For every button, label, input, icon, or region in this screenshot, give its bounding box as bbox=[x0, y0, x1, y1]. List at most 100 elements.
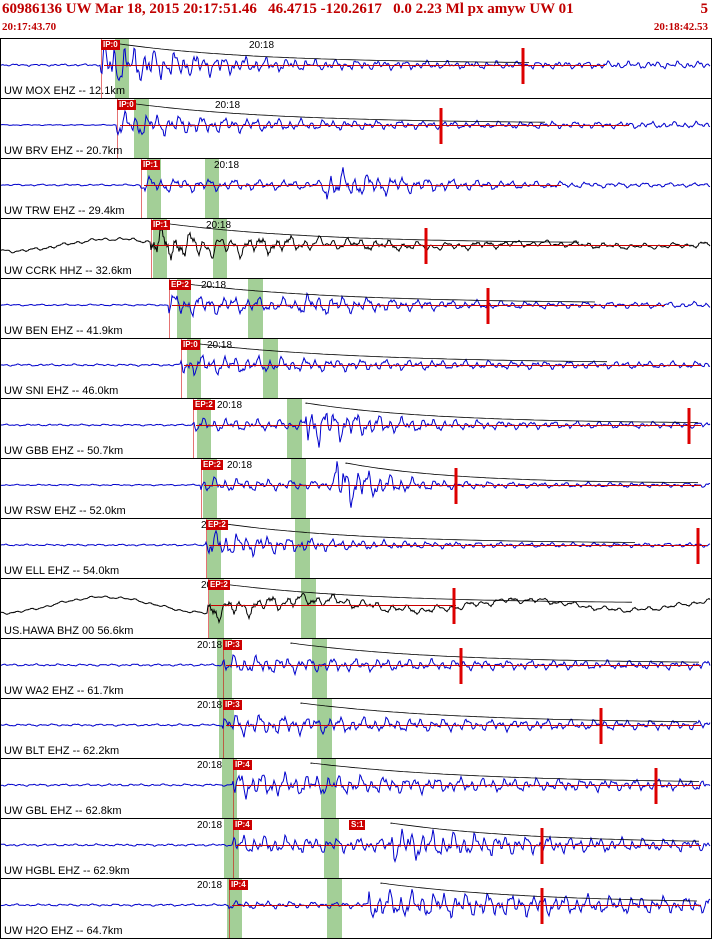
s-window-bar bbox=[207, 519, 221, 578]
s-window-bar bbox=[205, 159, 219, 218]
page-number: 5 bbox=[700, 1, 709, 17]
time-range-bar: 20:17:43.70 20:18:42.53 bbox=[0, 21, 712, 38]
waveform bbox=[1, 282, 711, 324]
station-label: UW GBB EHZ -- 50.7km bbox=[4, 445, 124, 457]
s-window-bar bbox=[153, 219, 167, 278]
waveform bbox=[1, 402, 711, 448]
minute-tick-label: 20:18 bbox=[206, 220, 232, 231]
seismic-trace bbox=[1, 109, 711, 137]
waveform bbox=[1, 642, 711, 684]
p-pick-flag[interactable]: EP:2 bbox=[208, 580, 230, 590]
trace-row[interactable]: EP:2 20:18 UW RSW EHZ -- 52.0km bbox=[1, 459, 711, 519]
trace-row[interactable]: IP:1 20:18 UW TRW EHZ -- 29.4km bbox=[1, 159, 711, 219]
coda-decay-curve bbox=[390, 822, 699, 842]
p-pick-line[interactable] bbox=[193, 399, 194, 458]
p-pick-flag[interactable]: IP:0 bbox=[101, 40, 120, 50]
station-label: UW HGBL EHZ -- 62.9km bbox=[4, 865, 130, 877]
station-label: UW ELL EHZ -- 54.0km bbox=[4, 565, 120, 577]
s-window-bar bbox=[327, 879, 342, 938]
station-label: UW CCRK HHZ -- 32.6km bbox=[4, 265, 132, 277]
station-label: UW WA2 EHZ -- 61.7km bbox=[4, 685, 124, 697]
trace-row[interactable]: EP:2 20:18 UW GBB EHZ -- 50.7km bbox=[1, 399, 711, 459]
waveform bbox=[1, 222, 711, 264]
p-pick-line[interactable] bbox=[181, 339, 182, 398]
trace-row[interactable]: IP:4 20:18 UW H2O EHZ -- 64.7km bbox=[1, 879, 711, 939]
coda-decay-curve bbox=[190, 342, 607, 363]
p-pick-flag[interactable]: IP:4 bbox=[229, 880, 248, 890]
trace-row[interactable]: EP:2 20:18 UW BEN EHZ -- 41.9km bbox=[1, 279, 711, 339]
seismic-trace bbox=[1, 353, 711, 377]
p-pick-line[interactable] bbox=[208, 579, 209, 638]
coda-decay-curve bbox=[112, 42, 529, 63]
coda-decay-curve bbox=[215, 582, 632, 603]
seismic-trace bbox=[1, 653, 711, 677]
s-window-bar bbox=[287, 399, 302, 458]
trace-row[interactable]: IP:1 20:18 UW CCRK HHZ -- 32.6km bbox=[1, 219, 711, 279]
p-pick-flag[interactable]: IP:1 bbox=[151, 220, 170, 230]
window-end-time: 20:18:42.53 bbox=[653, 21, 708, 33]
p-pick-line[interactable] bbox=[169, 279, 170, 338]
p-pick-line[interactable] bbox=[101, 39, 102, 98]
trace-row[interactable]: IP:0 20:18 UW SNI EHZ -- 46.0km bbox=[1, 339, 711, 399]
seismic-trace bbox=[1, 889, 711, 919]
s-window-bar bbox=[248, 279, 263, 338]
minute-tick-label: 20:18 bbox=[197, 880, 223, 891]
coda-decay-curve bbox=[162, 222, 579, 243]
p-pick-flag[interactable]: IP:3 bbox=[223, 700, 242, 710]
trace-row[interactable]: IP:3 20:18 UW BLT EHZ -- 62.2km bbox=[1, 699, 711, 759]
station-label: UW H2O EHZ -- 64.7km bbox=[4, 925, 123, 937]
coda-decay-curve bbox=[178, 282, 596, 303]
minute-tick-label: 20:18 bbox=[249, 40, 275, 51]
minute-tick-label: 20:18 bbox=[217, 400, 243, 411]
p-pick-line[interactable] bbox=[223, 639, 224, 698]
s-window-bar bbox=[147, 159, 161, 218]
coda-decay-curve bbox=[300, 702, 698, 723]
event-summary: 60986136 UW Mar 18, 2015 20:17:51.46 46.… bbox=[2, 1, 574, 17]
s-window-bar bbox=[263, 339, 278, 398]
coda-decay-curve bbox=[290, 642, 699, 663]
seismic-trace bbox=[1, 529, 711, 559]
s-window-bar bbox=[187, 339, 201, 398]
minute-tick-label: 20:18 bbox=[197, 700, 223, 711]
p-pick-flag[interactable]: IP:3 bbox=[223, 640, 242, 650]
minute-tick-label: 20:18 bbox=[197, 820, 223, 831]
trace-row[interactable]: IP:0 20:18 UW MOX EHZ -- 12.1km bbox=[1, 39, 711, 99]
p-pick-flag[interactable]: IP:4 bbox=[233, 820, 252, 830]
p-pick-line[interactable] bbox=[233, 819, 234, 878]
trace-row[interactable]: IP:0 20:18 UW BRV EHZ -- 20.7km bbox=[1, 99, 711, 159]
trace-list: IP:0 20:18 UW MOX EHZ -- 12.1km IP:0 20:18 UW… bbox=[0, 38, 712, 939]
minute-tick-label: 20:18 bbox=[197, 760, 223, 771]
trace-row[interactable]: IP:3 20:18 UW WA2 EHZ -- 61.7km bbox=[1, 639, 711, 699]
s-window-bar bbox=[312, 639, 327, 698]
p-pick-flag[interactable]: EP:2 bbox=[193, 400, 215, 410]
s-window-bar bbox=[217, 639, 232, 698]
p-pick-flag[interactable]: IP:1 bbox=[141, 160, 160, 170]
p-pick-flag[interactable]: IP:0 bbox=[181, 340, 200, 350]
seismic-trace bbox=[1, 292, 711, 319]
p-pick-flag[interactable]: EP:2 bbox=[169, 280, 191, 290]
coda-decay-curve bbox=[345, 462, 699, 484]
event-header: 60986136 UW Mar 18, 2015 20:17:51.46 46.… bbox=[0, 0, 712, 21]
s-window-bar bbox=[177, 279, 191, 338]
waveform bbox=[1, 342, 711, 377]
s-window-bar bbox=[227, 879, 242, 938]
station-label: US.HAWA BHZ 00 56.6km bbox=[4, 625, 134, 637]
p-pick-flag[interactable]: EP:2 bbox=[206, 520, 228, 530]
p-pick-line[interactable] bbox=[206, 519, 207, 578]
s-pick-flag[interactable]: S:1 bbox=[349, 820, 366, 830]
p-pick-flag[interactable]: EP:2 bbox=[201, 460, 223, 470]
s-window-bar bbox=[209, 579, 224, 638]
trace-row[interactable]: EP:220:18US.HAWA BHZ 00 56.6km bbox=[1, 579, 711, 639]
p-pick-line[interactable] bbox=[117, 99, 118, 158]
window-start-time: 20:17:43.70 bbox=[2, 21, 57, 33]
trace-row[interactable]: IP:4 20:18 UW GBL EHZ -- 62.8km bbox=[1, 759, 711, 819]
waveform bbox=[1, 102, 711, 144]
trace-row[interactable]: IP:4 S:1 20:18 UW HGBL EHZ -- 62.9km bbox=[1, 819, 711, 879]
station-label: UW BEN EHZ -- 41.9km bbox=[4, 325, 123, 337]
station-label: UW BLT EHZ -- 62.2km bbox=[4, 745, 120, 757]
seismic-trace bbox=[1, 42, 711, 82]
p-pick-flag[interactable]: IP:4 bbox=[233, 760, 252, 770]
p-pick-flag[interactable]: IP:0 bbox=[117, 100, 136, 110]
